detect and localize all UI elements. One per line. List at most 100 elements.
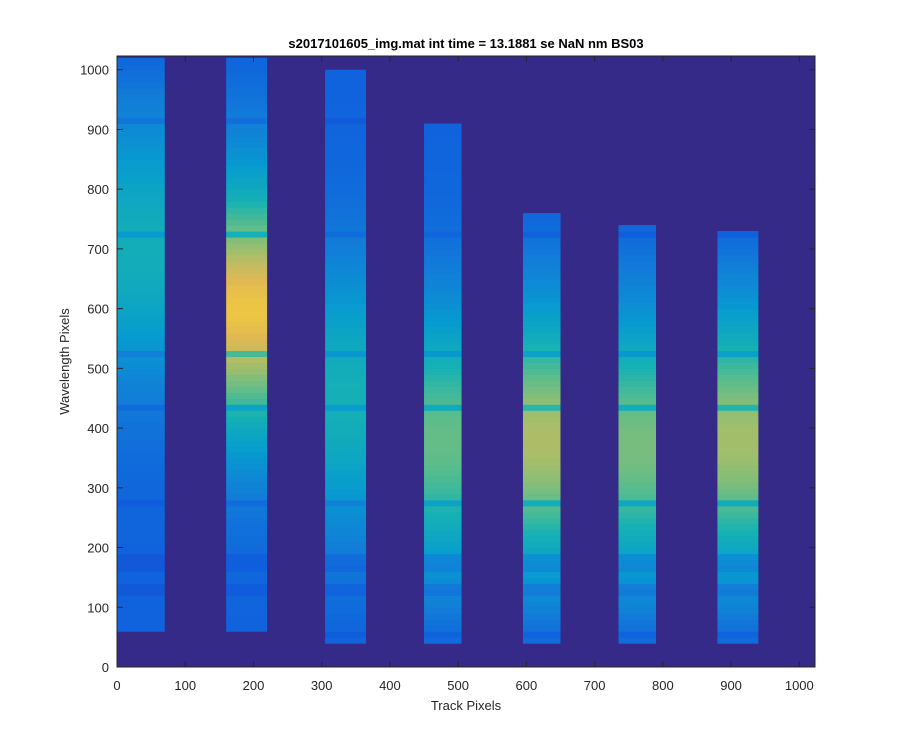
trace-strip xyxy=(226,613,268,620)
trace-strip xyxy=(226,93,268,101)
trace-strip xyxy=(325,302,367,310)
trace-strip xyxy=(325,201,367,208)
trace-strip xyxy=(424,517,462,525)
trace-strip xyxy=(522,601,561,608)
trace-strip xyxy=(717,595,759,602)
trace-strip xyxy=(618,481,657,489)
trace-strip xyxy=(117,410,165,417)
trace-strip xyxy=(717,601,759,608)
trace-strip xyxy=(117,553,165,561)
trace-strip xyxy=(522,213,561,220)
x-tick-label: 400 xyxy=(379,678,401,693)
trace-strip xyxy=(522,595,561,602)
trace-strip xyxy=(117,117,165,125)
trace-strip xyxy=(717,398,759,405)
trace-strip xyxy=(522,356,561,363)
trace-strip xyxy=(325,541,367,549)
trace-strip xyxy=(522,219,561,226)
trace-strip xyxy=(618,547,657,555)
trace-strip xyxy=(424,523,462,531)
trace-strip xyxy=(325,625,367,632)
trace-strip xyxy=(117,583,165,590)
y-axis: 0 100 200 300 400 500 600 700 800 900 1000 xyxy=(80,63,815,675)
trace-strip xyxy=(424,571,462,579)
trace-strip xyxy=(522,463,561,471)
trace-strip xyxy=(424,398,462,405)
trace-strip xyxy=(522,428,561,435)
trace-strip xyxy=(226,183,268,190)
trace-strip xyxy=(717,440,759,447)
y-tick-label: 800 xyxy=(87,182,109,197)
trace-strip xyxy=(522,505,561,513)
x-tick-label: 1000 xyxy=(785,678,814,693)
trace-strip xyxy=(522,242,561,250)
trace-strip xyxy=(325,183,367,190)
trace-strip xyxy=(717,523,759,531)
trace-strip xyxy=(522,410,561,417)
trace-strip xyxy=(618,571,657,579)
trace-strip xyxy=(424,428,462,435)
trace-strip xyxy=(226,159,268,166)
trace-strip xyxy=(424,416,462,423)
trace-strip xyxy=(717,380,759,387)
trace-strip xyxy=(325,499,367,507)
trace-strip xyxy=(618,451,657,459)
trace-strip xyxy=(618,368,657,375)
trace-strip xyxy=(424,248,462,256)
trace-strip xyxy=(325,368,367,375)
trace-strip xyxy=(618,326,657,334)
trace-strip xyxy=(717,386,759,393)
trace-strip xyxy=(717,284,759,292)
trace-strip xyxy=(424,637,462,644)
y-tick-label: 600 xyxy=(87,302,109,317)
trace-strip xyxy=(325,553,367,561)
trace-strip xyxy=(522,404,561,411)
trace-strip xyxy=(522,392,561,399)
trace-strip xyxy=(717,272,759,280)
trace-strip xyxy=(325,219,367,226)
trace-strip xyxy=(424,463,462,471)
trace-strip xyxy=(717,547,759,555)
y-tick-label: 1000 xyxy=(80,63,109,78)
trace-strip xyxy=(522,278,561,286)
trace-strip xyxy=(226,87,268,95)
trace-strip xyxy=(522,637,561,644)
trace-strip xyxy=(522,416,561,423)
trace-strip xyxy=(226,314,268,322)
trace-strip xyxy=(325,571,367,579)
y-tick-label: 100 xyxy=(87,600,109,615)
x-tick-label: 800 xyxy=(652,678,674,693)
trace-strip xyxy=(226,440,268,447)
x-tick-label: 600 xyxy=(516,678,538,693)
trace-strip xyxy=(325,207,367,214)
trace-strip xyxy=(424,619,462,626)
trace-strip xyxy=(618,613,657,620)
trace-strip xyxy=(226,123,268,131)
trace-strip xyxy=(424,392,462,399)
trace-strip xyxy=(424,493,462,501)
trace-3 xyxy=(325,69,367,644)
trace-strip xyxy=(424,553,462,561)
trace-strip xyxy=(226,195,268,202)
trace-strip xyxy=(117,93,165,101)
y-tick-label: 700 xyxy=(87,242,109,257)
trace-strip xyxy=(117,619,165,626)
trace-strip xyxy=(522,619,561,626)
trace-strip xyxy=(424,631,462,638)
trace-strip xyxy=(522,541,561,549)
trace-strip xyxy=(226,541,268,549)
trace-strip xyxy=(717,434,759,441)
trace-strip xyxy=(717,446,759,453)
trace-strip xyxy=(424,153,462,160)
trace-strip xyxy=(117,428,165,435)
trace-strip xyxy=(226,553,268,561)
trace-strip xyxy=(325,99,367,107)
trace-strip xyxy=(618,434,657,441)
trace-strip xyxy=(325,637,367,644)
y-tick-label: 200 xyxy=(87,541,109,556)
trace-strip xyxy=(117,505,165,513)
trace-strip xyxy=(717,583,759,590)
trace-strip xyxy=(226,75,268,83)
trace-strip xyxy=(618,308,657,316)
trace-strip xyxy=(424,446,462,453)
